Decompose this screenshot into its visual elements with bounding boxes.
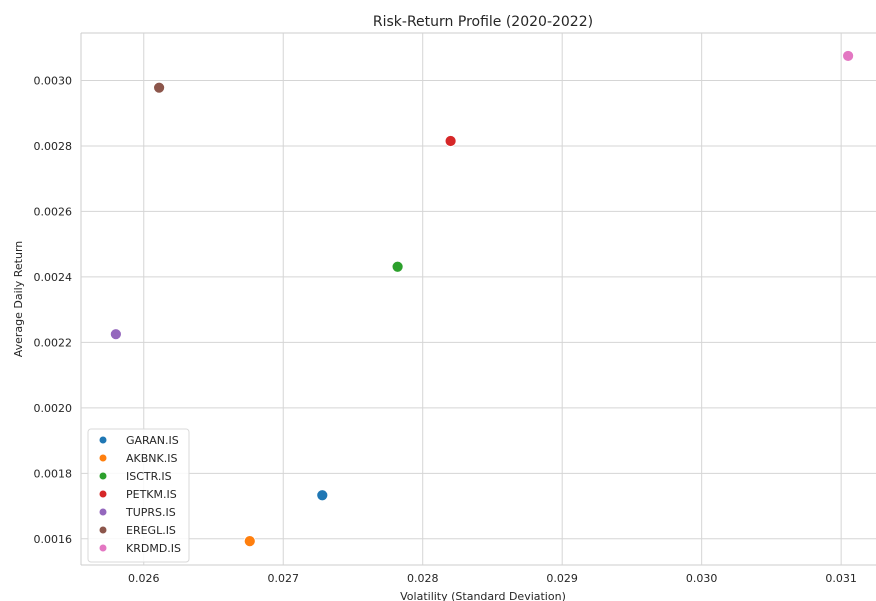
legend-box [87, 428, 190, 563]
legend-marker [99, 508, 107, 516]
legend-label: PETKM.IS [126, 488, 177, 501]
y-tick-label: 0.0024 [34, 271, 73, 284]
legend-label: ISCTR.IS [126, 470, 172, 483]
data-point [153, 81, 166, 94]
x-tick-label: 0.029 [546, 572, 578, 585]
legend-label: EREGL.IS [126, 524, 176, 537]
data-point [109, 328, 122, 341]
data-point [316, 489, 329, 502]
x-tick-label: 0.027 [267, 572, 299, 585]
y-tick-labels: 0.0016 0.0018 0.0020 0.0022 0.0024 0.0026 0.00… [34, 74, 73, 545]
x-axis-label: Volatility (Standard Deviation) [400, 590, 566, 601]
y-tick-label: 0.0016 [34, 533, 73, 546]
x-tick-label: 0.031 [825, 572, 857, 585]
legend-marker [99, 454, 107, 462]
data-point [391, 260, 404, 273]
legend-label: TUPRS.IS [125, 506, 176, 519]
y-axis-label: Average Daily Return [12, 241, 25, 358]
y-tick-label: 0.0020 [34, 402, 73, 415]
x-tick-label: 0.030 [686, 572, 718, 585]
legend-marker [99, 472, 107, 480]
data-points [109, 50, 855, 548]
data-point [243, 535, 256, 548]
legend-label: GARAN.IS [126, 434, 179, 447]
y-tick-label: 0.0026 [34, 205, 73, 218]
legend-marker [99, 490, 107, 498]
y-tick-label: 0.0018 [34, 467, 73, 480]
legend: GARAN.IS AKBNK.IS ISCTR.IS PETKM.IS TUPRS.IS… [87, 428, 190, 563]
grid [80, 32, 876, 566]
x-tick-labels: 0.026 0.027 0.028 0.029 0.030 0.031 [128, 572, 857, 585]
legend-label: KRDMD.IS [126, 542, 181, 555]
data-point [842, 50, 855, 62]
chart-title: Risk-Return Profile (2020-2022) [373, 14, 593, 30]
legend-label: AKBNK.IS [126, 452, 177, 465]
y-tick-label: 0.0028 [34, 140, 73, 153]
y-tick-label: 0.0022 [34, 336, 73, 349]
legend-marker [99, 436, 107, 444]
legend-marker [99, 526, 107, 534]
y-tick-label: 0.0030 [34, 74, 73, 87]
legend-marker [99, 544, 107, 552]
x-tick-label: 0.028 [407, 572, 439, 585]
data-point [444, 135, 457, 147]
x-tick-label: 0.026 [128, 572, 160, 585]
